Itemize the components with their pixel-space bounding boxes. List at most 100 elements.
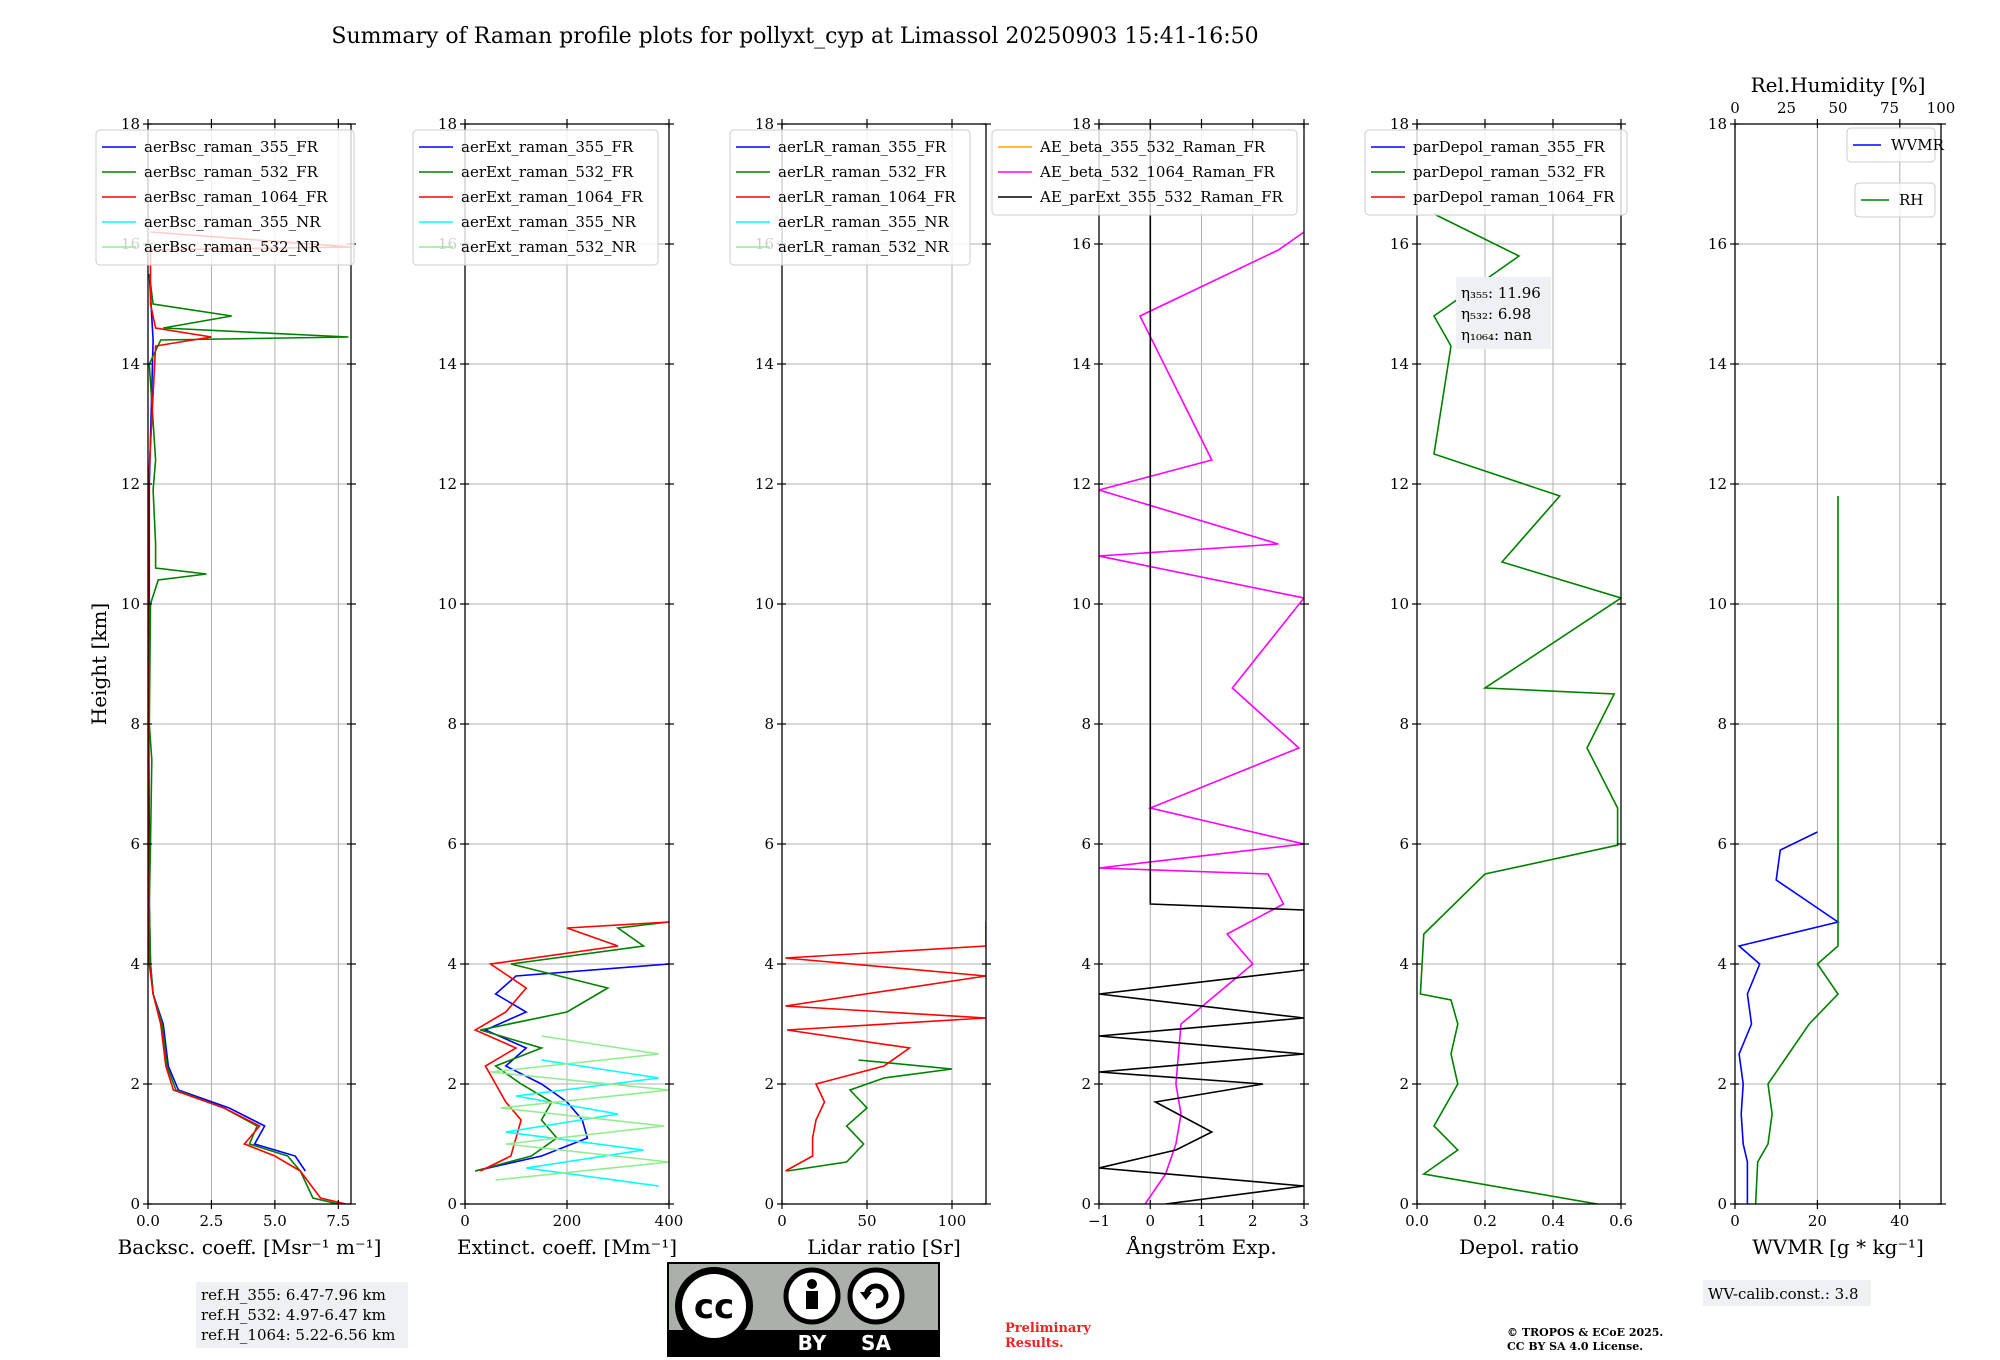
line-aerBsc_raman_532_FR: [148, 273, 349, 1204]
line-WVMR: [1737, 831, 1840, 1204]
legend-entry: AE_beta_355_532_Raman_FR: [1039, 138, 1266, 156]
ytick-label: 2: [130, 1075, 140, 1093]
ytick-label: 12: [438, 475, 457, 493]
xlabel-lr: Lidar ratio [Sr]: [807, 1235, 961, 1259]
ytick-label: 2: [1081, 1075, 1091, 1093]
line-aerExt_raman_355_NR: [505, 1059, 659, 1187]
ytick-label: 18: [1390, 115, 1409, 133]
preliminary-note: Preliminary: [1005, 1321, 1091, 1336]
line-aerExt_raman_1064_FR: [473, 921, 669, 1172]
panel-ext: 0246810121416180200400Extinct. coeff. [M…: [412, 115, 683, 1259]
preliminary-note-2: Results.: [1005, 1336, 1064, 1351]
ytick-label: 12: [1708, 475, 1727, 493]
ytick-label: 18: [438, 115, 457, 133]
ytick-label: 4: [764, 955, 774, 973]
ytick-label: 14: [1072, 355, 1091, 373]
xtick-label: 0.2: [1473, 1212, 1497, 1230]
ytick-label: 10: [1072, 595, 1091, 613]
ytick-label: 6: [1081, 835, 1091, 853]
top-xtick-label: 75: [1880, 99, 1899, 117]
svg-text:BY: BY: [798, 1331, 827, 1355]
series-ae: [1099, 124, 1304, 1204]
figure-title: Summary of Raman profile plots for polly…: [331, 24, 1258, 49]
line-aerLR_raman_1064_FR: [785, 922, 986, 1172]
legend-ae: AE_beta_355_532_Raman_FR AE_beta_532_1064…: [991, 129, 1298, 216]
series-bsc: [148, 231, 351, 1204]
refh-532: ref.H_532: 4.97-6.47 km: [201, 1306, 386, 1324]
xtick-label: 20: [1808, 1212, 1827, 1230]
legend-entry: aerBsc_raman_355_FR: [144, 138, 319, 156]
line-aerExt_raman_532_NR: [490, 1035, 669, 1181]
legend-entry: aerLR_raman_532_FR: [778, 163, 947, 181]
ytick-label: 10: [438, 595, 457, 613]
legend-dep: parDepol_raman_355_FR parDepol_raman_532_…: [1364, 129, 1628, 216]
xtick-label: 5.0: [263, 1212, 287, 1230]
ytick-label: 8: [764, 715, 774, 733]
ytick-label: 14: [438, 355, 457, 373]
ytick-label: 0: [1717, 1195, 1727, 1213]
axes-frame-lr: [781, 123, 987, 1205]
legend-entry: aerExt_raman_532_NR: [461, 238, 637, 256]
legend-entry: aerLR_raman_1064_FR: [778, 188, 956, 206]
ytick-label: 8: [447, 715, 457, 733]
legend-entry: parDepol_raman_355_FR: [1413, 138, 1606, 156]
top-xtick-label: 100: [1927, 99, 1956, 117]
ytick-label: 6: [130, 835, 140, 853]
xtick-label: 2: [1248, 1212, 1258, 1230]
series-lr: [785, 922, 986, 1172]
ytick-label: 14: [755, 355, 774, 373]
legend-entry: parDepol_raman_532_FR: [1413, 163, 1606, 181]
line-aerExt_raman_532_FR: [474, 921, 669, 1172]
ytick-label: 8: [1399, 715, 1409, 733]
ytick-label: 4: [1717, 955, 1727, 973]
wv-calib-box: WV-calib.const.: 3.8: [1703, 1280, 1871, 1306]
xtick-label: 0.0: [1405, 1212, 1429, 1230]
ytick-label: 14: [1708, 355, 1727, 373]
xtick-label: 3: [1299, 1212, 1309, 1230]
eta-annotations: η₃₅₅: 11.96 η₅₃₂: 6.98 η₁₀₆₄: nan: [1456, 277, 1551, 349]
ytick-label: 0: [1399, 1195, 1409, 1213]
panel-lr: 024681012141618050100Lidar ratio [Sr]aer…: [729, 115, 991, 1259]
eta-value: η₁₀₆₄: nan: [1461, 326, 1532, 344]
xlabel-wv: WVMR [g * kg⁻¹]: [1752, 1235, 1924, 1259]
grid-bsc: [147, 123, 351, 1205]
line-aerBsc_raman_355_FR: [148, 273, 306, 1172]
ytick-label: 10: [1708, 595, 1727, 613]
series-wv: [1737, 496, 1840, 1204]
top-xlabel: Rel.Humidity [%]: [1751, 73, 1926, 97]
xtick-label: −1: [1088, 1212, 1110, 1230]
ytick-label: 18: [1072, 115, 1091, 133]
grid-ext: [464, 123, 670, 1205]
xtick-label: 0: [460, 1212, 470, 1230]
series-ext: [473, 921, 669, 1187]
ytick-label: 4: [447, 955, 457, 973]
ytick-label: 12: [755, 475, 774, 493]
ytick-label: 10: [755, 595, 774, 613]
copyright-line-1: © TROPOS & ECoE 2025.: [1507, 1326, 1663, 1339]
ytick-label: 2: [1717, 1075, 1727, 1093]
ytick-label: 2: [1399, 1075, 1409, 1093]
ytick-label: 6: [1399, 835, 1409, 853]
legend-entry: AE_beta_532_1064_Raman_FR: [1039, 163, 1275, 181]
xtick-label: 1: [1197, 1212, 1207, 1230]
ytick-label: 4: [1399, 955, 1409, 973]
legend-ext: aerExt_raman_355_FR aerExt_raman_532_FRae…: [412, 129, 659, 266]
ytick-label: 10: [121, 595, 140, 613]
ytick-label: 16: [1072, 235, 1091, 253]
ytick-label: 10: [1390, 595, 1409, 613]
xtick-label: 50: [857, 1212, 876, 1230]
ytick-label: 4: [130, 955, 140, 973]
legend-entry: aerExt_raman_355_NR: [461, 213, 637, 231]
ytick-label: 6: [764, 835, 774, 853]
ylabel: Height [km]: [87, 603, 111, 725]
ytick-label: 8: [1717, 715, 1727, 733]
ytick-label: 16: [1390, 235, 1409, 253]
ytick-label: 16: [1708, 235, 1727, 253]
legend-entry: aerBsc_raman_1064_FR: [144, 188, 328, 206]
svg-text:SA: SA: [861, 1331, 891, 1355]
copyright-line-2: CC BY SA 4.0 License.: [1507, 1340, 1643, 1353]
